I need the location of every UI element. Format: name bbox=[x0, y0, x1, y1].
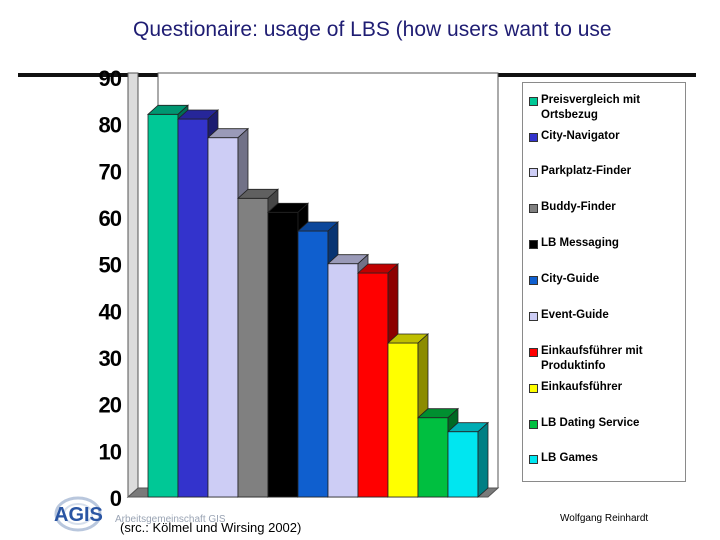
legend-swatch bbox=[529, 384, 538, 393]
legend-swatch bbox=[529, 240, 538, 249]
legend-label: Einkaufsführer mit Produktinfo bbox=[541, 345, 643, 372]
bar bbox=[417, 417, 449, 498]
bar bbox=[237, 197, 269, 498]
y-tick-label: 40 bbox=[99, 299, 122, 324]
legend-label: LB Games bbox=[541, 452, 598, 464]
legend-label: Parkplatz-Finder bbox=[541, 165, 632, 177]
chart-legend: Preisvergleich mit Ortsbezug City-Navigat… bbox=[522, 82, 686, 482]
legend-swatch bbox=[529, 312, 538, 321]
bar-side bbox=[477, 421, 489, 498]
legend-label: Einkaufsführer bbox=[541, 381, 623, 393]
slide-title: Questionaire: usage of LBS (how users wa… bbox=[133, 18, 612, 41]
legend-label: LB Dating Service bbox=[541, 417, 640, 429]
legend-label: City-Navigator bbox=[541, 130, 620, 142]
y-tick-label: 10 bbox=[99, 439, 122, 464]
y-tick-label: 80 bbox=[99, 113, 122, 138]
legend-swatch bbox=[529, 276, 538, 285]
agis-logo: AGIS bbox=[54, 496, 103, 532]
y-tick-label: 70 bbox=[99, 159, 122, 184]
bar bbox=[147, 113, 179, 498]
bar bbox=[357, 272, 389, 498]
legend-swatch bbox=[529, 348, 538, 357]
legend-swatch bbox=[529, 455, 538, 464]
bar bbox=[267, 211, 299, 498]
bar bbox=[327, 263, 359, 498]
legend-label: City-Guide bbox=[541, 273, 600, 285]
bar bbox=[207, 137, 239, 498]
plot-side-wall bbox=[127, 72, 139, 499]
y-tick-label: 30 bbox=[99, 346, 122, 371]
y-tick-label: 90 bbox=[99, 66, 122, 91]
source-citation: (src.: Kölmel und Wirsing 2002) bbox=[120, 520, 302, 535]
bar bbox=[387, 342, 419, 498]
organization-name: Arbeitsgemeinschaft GIS bbox=[115, 514, 226, 525]
bar bbox=[297, 230, 329, 498]
y-tick-label: 20 bbox=[99, 393, 122, 418]
y-tick-label: 0 bbox=[110, 486, 122, 511]
author-name: Wolfgang Reinhardt bbox=[560, 513, 649, 524]
bar bbox=[177, 118, 209, 498]
legend-swatch bbox=[529, 97, 538, 106]
plot-area: 0 10 20 30 40 50 60 70 80 90 bbox=[99, 66, 500, 511]
legend-label: Buddy-Finder bbox=[541, 201, 616, 213]
bar bbox=[447, 431, 479, 498]
logo-text: AGIS bbox=[54, 504, 103, 526]
y-tick-label: 60 bbox=[99, 206, 122, 231]
y-tick-label: 50 bbox=[99, 253, 122, 278]
legend-label: Event-Guide bbox=[541, 309, 609, 321]
legend-swatch bbox=[529, 133, 538, 142]
legend-swatch bbox=[529, 420, 538, 429]
legend-label: LB Messaging bbox=[541, 237, 619, 249]
legend-swatch bbox=[529, 168, 538, 177]
legend-swatch bbox=[529, 204, 538, 213]
legend-label: Preisvergleich mit Ortsbezug bbox=[541, 94, 641, 121]
